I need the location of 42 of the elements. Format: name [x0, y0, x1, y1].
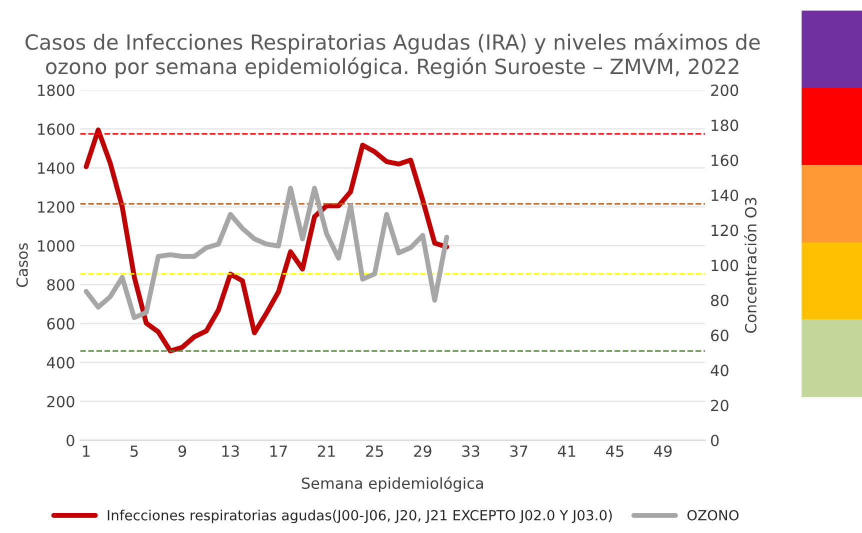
y2-tick-label: 160 — [712, 154, 738, 166]
x-axis-title: Semana epidemiológica — [302, 476, 483, 492]
y-tick-label: 1400 — [38, 162, 74, 174]
legend-label: OZONO — [687, 510, 739, 520]
x-tick-label: 41 — [558, 446, 576, 457]
y-tick-label: 1800 — [38, 84, 74, 96]
x-tick-label: 33 — [462, 445, 480, 457]
y-axis-title: Casos — [16, 243, 28, 287]
x-tick-label: 13 — [222, 445, 239, 457]
x-tick-label: 45 — [606, 446, 624, 457]
y2-tick-label: 180 — [712, 120, 738, 132]
chart-title: Casos de Infecciones Respiratorias Agudas (IRA) y niveles máximos de ozono por semana epidemiológica. Región Suroeste – ZMVM, 2022 — [26, 32, 760, 78]
x-tick-label: 49 — [654, 445, 672, 457]
y2-tick-label: 40 — [710, 364, 728, 376]
y-tick-label: 1600 — [38, 123, 74, 136]
y-tick-label: 600 — [47, 318, 74, 330]
y2-tick-label: 0 — [710, 434, 719, 446]
y2-tick-label: 60 — [711, 330, 728, 342]
x-tick-label: 9 — [178, 445, 186, 457]
y2-axis-title: Concentración O3 — [744, 198, 757, 333]
x-tick-label: 5 — [130, 446, 138, 457]
y2-tick-label: 20 — [711, 400, 728, 412]
y2-tick-label: 80 — [711, 294, 728, 306]
x-tick-label: 37 — [510, 445, 528, 457]
y-tick-label: 1200 — [38, 201, 74, 213]
y2-tick-label: 140 — [712, 190, 738, 202]
legend-label: Infecciones respiratorias agudas(J00-J06, J20, J21 EXCEPTO J02.0 Y J03.0) — [108, 510, 612, 524]
y-tick-label: 1000 — [38, 240, 74, 252]
y2-tick-label: 100 — [712, 260, 738, 272]
y2-tick-label: 200 — [711, 84, 738, 96]
x-tick-label: 21 — [318, 445, 335, 457]
x-tick-label: 25 — [366, 445, 383, 457]
line-series — [84, 186, 450, 320]
y-tick-label: 400 — [46, 356, 74, 368]
x-tick-label: 1 — [82, 446, 90, 457]
y-tick-label: 200 — [47, 396, 74, 408]
x-tick-label: 17 — [270, 446, 287, 457]
y-tick-label: 800 — [47, 279, 74, 291]
y-tick-label: 0 — [66, 434, 74, 446]
y2-tick-label: 120 — [712, 224, 738, 236]
line-series — [84, 128, 450, 354]
x-tick-label: 29 — [414, 445, 432, 457]
